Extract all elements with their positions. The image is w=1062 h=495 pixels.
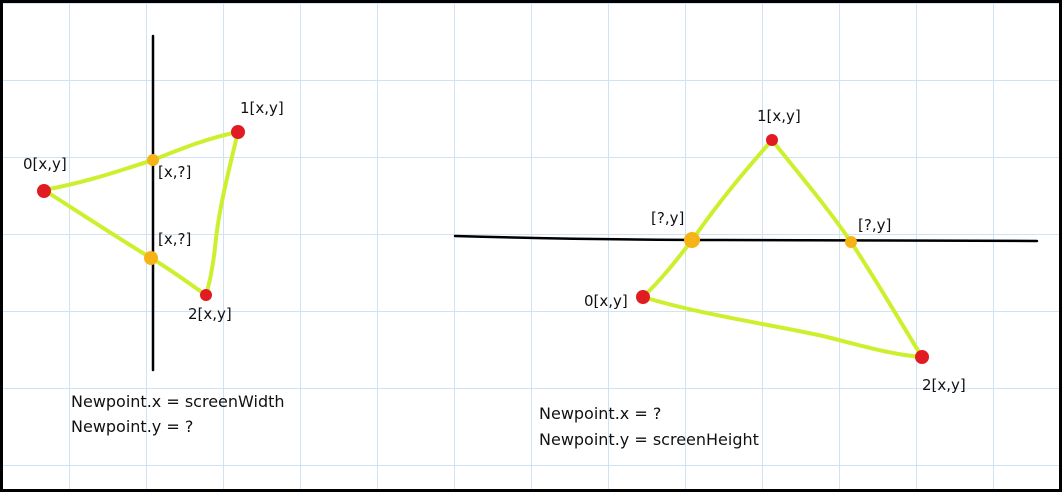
right-clip-line [453, 234, 1039, 243]
left-edge-1-2 [204, 130, 240, 297]
right-intersection-right-marker [845, 236, 857, 248]
right-vertex-1-marker [766, 134, 778, 146]
right-vertex-2-marker [915, 350, 929, 364]
left-vertex-1-marker [231, 125, 245, 139]
left-intersection-top-marker [147, 154, 159, 166]
right-note-line-1: Newpoint.x = ? [539, 404, 662, 423]
right-note-line-2: Newpoint.y = screenHeight [539, 430, 759, 449]
left-vertex-2-marker [200, 289, 212, 301]
left-vertex-0-marker [37, 184, 51, 198]
left-note-line-1: Newpoint.x = screenWidth [71, 392, 285, 411]
right-intersection-left-marker [684, 232, 700, 248]
right-vertex-2-label: 2[x,y] [922, 376, 966, 394]
left-vertex-0-label: 0[x,y] [23, 155, 67, 173]
right-vertex-1-label: 1[x,y] [757, 107, 801, 125]
left-note-line-2: Newpoint.y = ? [71, 417, 194, 436]
right-intersection-right-label: [?,y] [858, 216, 892, 234]
left-edge-0-1 [42, 130, 240, 192]
left-intersection-top-label: [x,?] [158, 163, 192, 181]
right-intersection-left-label: [?,y] [651, 209, 685, 227]
left-vertex-2-label: 2[x,y] [188, 305, 232, 323]
right-edge-1-2 [770, 138, 924, 359]
left-vertex-1-label: 1[x,y] [240, 99, 284, 117]
right-vertex-0-marker [636, 290, 650, 304]
right-vertex-0-label: 0[x,y] [584, 292, 628, 310]
left-intersection-bottom-marker [144, 251, 158, 265]
right-edge-0-2 [641, 295, 924, 359]
diagram-drawing [37, 34, 1039, 372]
left-intersection-bottom-label: [x,?] [158, 230, 192, 248]
